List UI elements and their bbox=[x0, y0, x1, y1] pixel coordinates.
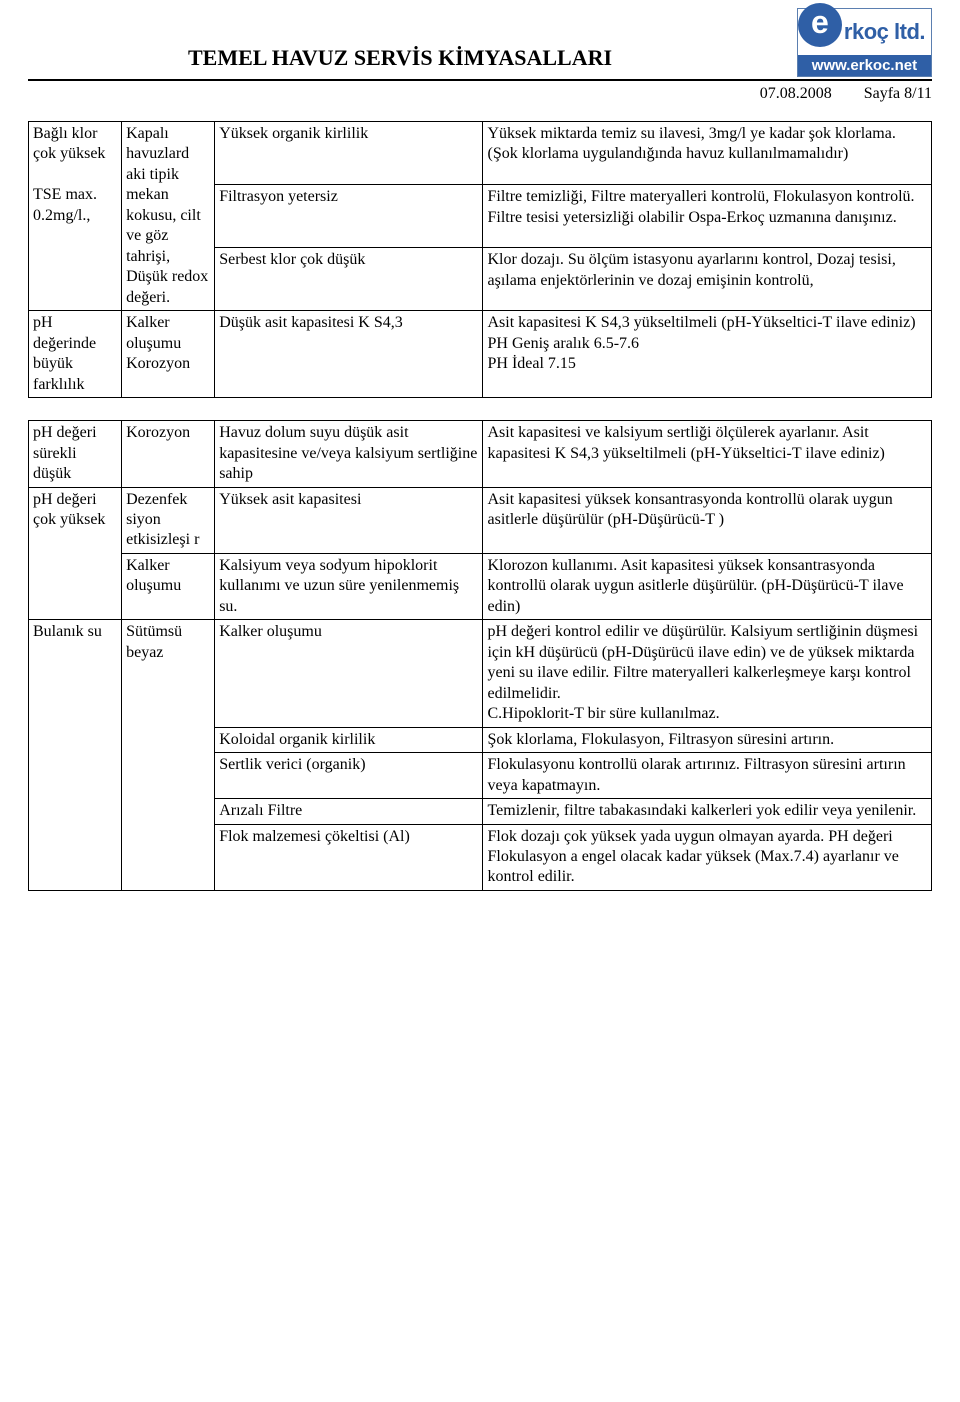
cell-issue: pH değeri çok yüksek bbox=[29, 487, 122, 620]
cell-symptom: Korozyon bbox=[122, 421, 215, 487]
header: TEMEL HAVUZ SERVİS KİMYASALLARI e rkoç l… bbox=[28, 8, 932, 77]
brand-logo: e rkoç ltd. www.erkoc.net bbox=[797, 8, 932, 77]
cell-cause: Filtrasyon yetersiz bbox=[215, 185, 483, 248]
cell-remedy: Filtre temizliği, Filtre materyalleri ko… bbox=[483, 185, 932, 248]
cell-cause: Kalsiyum veya sodyum hipoklorit kullanım… bbox=[215, 553, 483, 619]
cell-issue: pH değerinde büyük farklılık bbox=[29, 311, 122, 398]
table-row: Kalker oluşumu Kalsiyum veya sodyum hipo… bbox=[29, 553, 932, 619]
cell-cause: Kalker oluşumu bbox=[215, 620, 483, 727]
cell-cause: Sertlik verici (organik) bbox=[215, 753, 483, 799]
logo-text: rkoç ltd. bbox=[844, 19, 925, 45]
meta-line: 07.08.2008 Sayfa 8/11 bbox=[28, 85, 932, 103]
page-number: Sayfa 8/11 bbox=[864, 85, 932, 102]
table-row: Bağlı klor çok yüksekTSE max. 0.2mg/l., … bbox=[29, 122, 932, 185]
cell-remedy: Flok dozajı çok yüksek yada uygun olmaya… bbox=[483, 824, 932, 890]
table-row: pH değeri sürekli düşük Korozyon Havuz d… bbox=[29, 421, 932, 487]
page-title: TEMEL HAVUZ SERVİS KİMYASALLARI bbox=[28, 45, 612, 77]
cell-remedy: Asit kapasitesi yüksek konsantrasyonda k… bbox=[483, 487, 932, 553]
cell-remedy: Klor dozajı. Su ölçüm istasyonu ayarları… bbox=[483, 248, 932, 311]
table-row: Bulanık su Sütümsü beyaz Kalker oluşumu … bbox=[29, 620, 932, 727]
issues-table-1: Bağlı klor çok yüksekTSE max. 0.2mg/l., … bbox=[28, 121, 932, 398]
cell-symptom: Kalker oluşumu bbox=[122, 553, 215, 619]
cell-cause: Serbest klor çok düşük bbox=[215, 248, 483, 311]
cell-remedy: Şok klorlama, Flokulasyon, Filtrasyon sü… bbox=[483, 727, 932, 752]
page: TEMEL HAVUZ SERVİS KİMYASALLARI e rkoç l… bbox=[0, 0, 960, 933]
issues-table-2: pH değeri sürekli düşük Korozyon Havuz d… bbox=[28, 420, 932, 891]
cell-symptom: Kalker oluşumu Korozyon bbox=[122, 311, 215, 398]
cell-remedy: Asit kapasitesi K S4,3 yükseltilmeli (pH… bbox=[483, 311, 932, 398]
logo-e-icon: e bbox=[798, 9, 842, 55]
cell-cause: Flok malzemesi çökeltisi (Al) bbox=[215, 824, 483, 890]
cell-cause: Arızalı Filtre bbox=[215, 799, 483, 824]
cell-cause: Yüksek asit kapasitesi bbox=[215, 487, 483, 553]
cell-remedy: Asit kapasitesi ve kalsiyum sertliği ölç… bbox=[483, 421, 932, 487]
cell-issue: Bağlı klor çok yüksekTSE max. 0.2mg/l., bbox=[29, 122, 122, 311]
cell-cause: Koloidal organik kirlilik bbox=[215, 727, 483, 752]
cell-remedy: Temizlenir, filtre tabakasındaki kalkerl… bbox=[483, 799, 932, 824]
cell-symptom: Kapalı havuzlard aki tipik mekan kokusu,… bbox=[122, 122, 215, 311]
cell-remedy: Klorozon kullanımı. Asit kapasitesi yüks… bbox=[483, 553, 932, 619]
logo-url: www.erkoc.net bbox=[798, 55, 931, 76]
cell-issue: Bulanık su bbox=[29, 620, 122, 891]
cell-issue: pH değeri sürekli düşük bbox=[29, 421, 122, 487]
cell-remedy: Yüksek miktarda temiz su ilavesi, 3mg/l … bbox=[483, 122, 932, 185]
cell-cause: Düşük asit kapasitesi K S4,3 bbox=[215, 311, 483, 398]
cell-symptom: Dezenfek siyon etkisizleşi r bbox=[122, 487, 215, 553]
cell-remedy: pH değeri kontrol edilir ve düşürülür. K… bbox=[483, 620, 932, 727]
table-row: pH değeri çok yüksek Dezenfek siyon etki… bbox=[29, 487, 932, 553]
cell-remedy: Flokulasyonu kontrollü olarak artırınız.… bbox=[483, 753, 932, 799]
cell-cause: Yüksek organik kirlilik bbox=[215, 122, 483, 185]
logo-top: e rkoç ltd. bbox=[798, 9, 931, 55]
doc-date: 07.08.2008 bbox=[760, 85, 832, 102]
cell-cause: Havuz dolum suyu düşük asit kapasitesine… bbox=[215, 421, 483, 487]
table-row: pH değerinde büyük farklılık Kalker oluş… bbox=[29, 311, 932, 398]
divider bbox=[28, 79, 932, 81]
cell-symptom: Sütümsü beyaz bbox=[122, 620, 215, 891]
